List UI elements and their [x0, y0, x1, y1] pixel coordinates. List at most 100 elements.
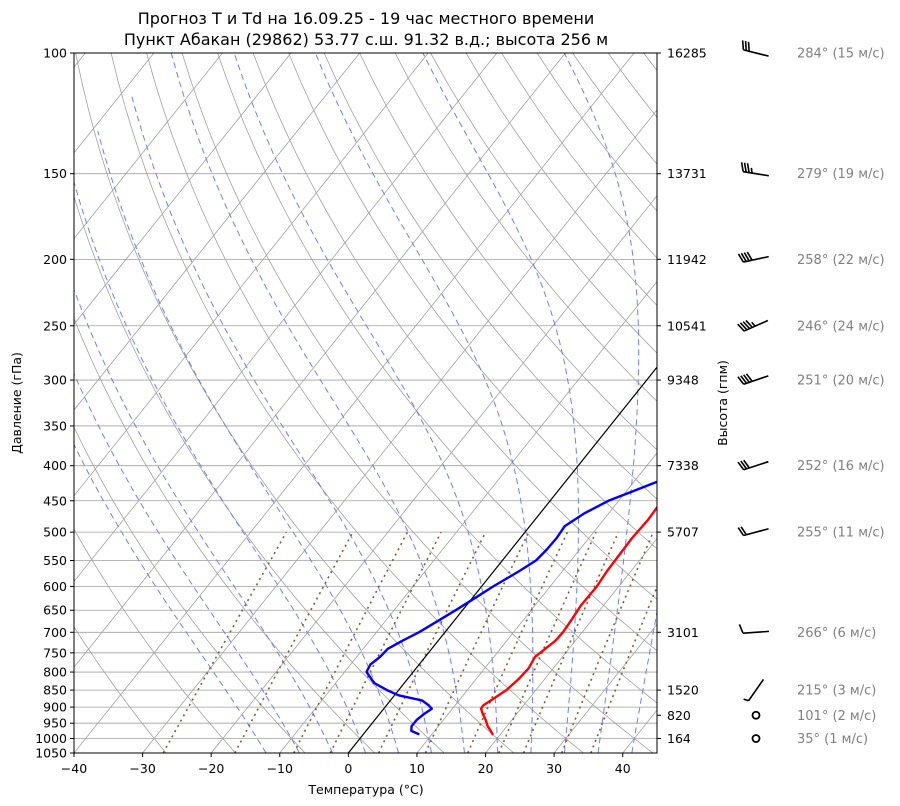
moist-adiabat [97, 130, 399, 753]
barb-flag [737, 323, 745, 332]
dry-adiabat [359, 53, 657, 451]
wind-label: 251° (20 м/с) [797, 374, 885, 389]
isotherm [74, 53, 292, 325]
wind-label: 246° (24 м/с) [797, 319, 885, 334]
wind-label: 258° (22 м/с) [797, 253, 885, 268]
moist-adiabat [74, 288, 333, 753]
barb-flag [742, 321, 751, 330]
barb-staff [747, 678, 765, 702]
y-axis-label: Давление (гПа) [9, 352, 24, 454]
isotherm [210, 195, 657, 753]
isotherm [416, 452, 657, 753]
wind-barb: 252° (16 м/с) [737, 459, 885, 474]
x-tick-label: −10 [267, 761, 293, 776]
wind-barb: 101° (2 м/с) [751, 709, 876, 724]
isotherm [74, 53, 223, 240]
height-ticks: 16285 13731 11942 10541 9348 7338 5707 3101 1520… [657, 46, 707, 746]
isotherm [553, 623, 657, 753]
isotherm [348, 366, 657, 753]
dry-adiabat [146, 53, 654, 753]
plot-frame [73, 52, 658, 754]
wind-label: 35° (1 м/с) [797, 732, 868, 747]
wind-label: 215° (3 м/с) [797, 684, 876, 699]
barb-flag [743, 252, 750, 262]
y-tick-label: 650 [43, 603, 67, 618]
barb-flag [740, 460, 748, 470]
dry-adiabat [465, 53, 657, 307]
barb-flag [746, 163, 750, 173]
wind-barb: 35° (1 м/с) [751, 732, 868, 747]
barb-flag [746, 251, 753, 261]
mixing-ratio-line [329, 531, 442, 753]
mixing-ratio-line [293, 531, 409, 753]
x-tick-label: 20 [478, 761, 494, 776]
dry-adiabat [430, 53, 657, 354]
dry-adiabat [394, 53, 657, 402]
y-tick-label: 800 [43, 665, 67, 680]
y-tick-label: 1050 [35, 746, 67, 761]
barb-staff [743, 319, 769, 332]
barb-staff [743, 527, 769, 537]
dry-adiabat [217, 53, 657, 652]
barb-flag [740, 252, 747, 262]
calm-circle [751, 710, 761, 720]
barb-flag [743, 459, 750, 469]
moist-adiabat [74, 372, 300, 753]
barb-flag [747, 41, 751, 52]
dry-adiabat [501, 53, 657, 259]
barb-staff [743, 375, 769, 386]
x-tick-label: −30 [129, 761, 155, 776]
x-tick-label: 30 [546, 761, 562, 776]
moist-adiabat [563, 53, 640, 753]
barb-staff [743, 255, 769, 263]
barb-flag [741, 40, 745, 50]
y-tick-label: 450 [43, 493, 67, 508]
dewpoint-profile [365, 480, 657, 736]
background-grid [74, 53, 900, 753]
wind-label: 101° (2 м/с) [797, 709, 876, 724]
barb-flag [740, 375, 748, 384]
height-tick-label: 5707 [667, 525, 699, 540]
moist-adiabat [314, 53, 534, 753]
wind-barb: 215° (3 м/с) [743, 678, 876, 702]
moist-adiabat [74, 443, 267, 753]
x-tick-label: 10 [409, 761, 425, 776]
wind-label: 279° (19 м/с) [797, 167, 885, 182]
profiles [347, 366, 657, 753]
barb-flag [737, 253, 744, 263]
y-tick-label: 150 [43, 166, 67, 181]
y-tick-label: 750 [43, 645, 67, 660]
wind-label: 255° (11 м/с) [797, 526, 885, 541]
dry-adiabat [715, 53, 900, 753]
barb-staff [742, 630, 770, 634]
wind-label: 266° (6 м/с) [797, 626, 876, 641]
wind-profile: 284° (15 м/с) 279° (19 м/с) 258° (22 м/с) 2… [737, 40, 885, 747]
x-tick-label: 40 [615, 761, 631, 776]
dry-adiabat [288, 53, 657, 550]
barb-flag [739, 322, 748, 331]
dry-adiabat [74, 528, 236, 753]
isotherm [622, 709, 657, 753]
barb-staff [743, 49, 769, 57]
mixing-ratio-line [377, 531, 487, 753]
wind-label: 284° (15 м/с) [797, 47, 885, 62]
y-tick-label: 900 [43, 700, 67, 715]
wind-barb: 266° (6 м/с) [738, 624, 876, 641]
dry-adiabat [323, 53, 657, 500]
dry-adiabat [74, 317, 375, 753]
y-tick-label: 850 [43, 683, 67, 698]
barb-flag [737, 376, 745, 385]
dry-adiabat [679, 53, 900, 753]
moist-adiabat [74, 180, 366, 753]
height-tick-label: 164 [667, 731, 691, 746]
height-tick-label: 7338 [667, 458, 699, 473]
mixing-ratio-line [522, 531, 620, 753]
wind-barb: 255° (11 м/с) [737, 526, 885, 541]
dry-adiabat [74, 195, 445, 753]
wind-barb: 279° (19 м/с) [740, 162, 885, 182]
y-tick-label: 300 [43, 373, 67, 388]
x-tick-label: −40 [61, 761, 87, 776]
dry-adiabat [643, 53, 657, 72]
